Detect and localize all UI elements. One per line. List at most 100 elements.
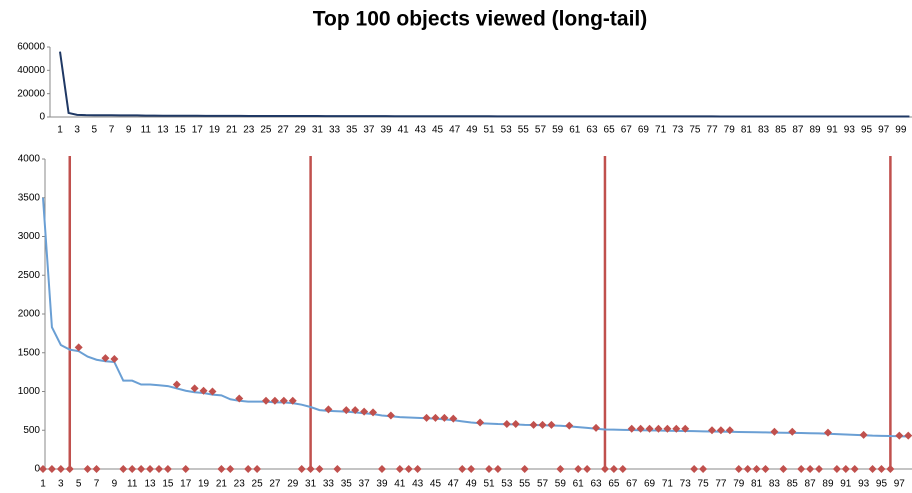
y-tick-label: 3000 (18, 231, 41, 242)
x-tick-label: 41 (398, 125, 410, 136)
x-tick-label: 53 (501, 125, 513, 136)
data-point (743, 465, 752, 473)
data-point (708, 426, 716, 435)
x-tick-label: 61 (569, 125, 581, 136)
y-tick-label: 40000 (17, 65, 45, 76)
x-tick-label: 57 (535, 125, 547, 136)
data-point (841, 465, 850, 473)
data-point (137, 465, 146, 473)
x-tick-label: 25 (260, 125, 272, 136)
y-tick-label: 4000 (18, 154, 41, 165)
x-tick-label: 23 (234, 479, 246, 490)
data-point (788, 427, 797, 436)
x-tick-label: 5 (76, 479, 82, 490)
x-tick-label: 59 (552, 125, 564, 136)
y-tick-label: 20000 (17, 88, 45, 99)
x-tick-label: 85 (787, 479, 799, 490)
x-tick-label: 13 (157, 125, 169, 136)
x-tick-label: 29 (287, 479, 299, 490)
data-point (752, 465, 761, 473)
x-tick-label: 63 (586, 125, 598, 136)
x-tick-label: 37 (363, 125, 375, 136)
x-tick-label: 19 (209, 125, 221, 136)
x-tick-label: 47 (448, 479, 460, 490)
data-point (699, 465, 708, 473)
data-point (190, 384, 199, 393)
x-tick-label: 93 (858, 479, 870, 490)
x-tick-label: 5 (92, 125, 98, 136)
data-point (404, 465, 413, 473)
data-point (823, 428, 832, 437)
data-point (556, 465, 565, 473)
x-tick-label: 97 (878, 125, 890, 136)
x-tick-label: 81 (741, 125, 753, 136)
x-tick-label: 69 (644, 479, 656, 490)
x-tick-label: 41 (394, 479, 406, 490)
data-point (618, 465, 627, 473)
x-tick-label: 91 (827, 125, 839, 136)
data-point (645, 424, 654, 433)
x-tick-label: 11 (127, 479, 138, 490)
data-point (47, 465, 56, 473)
data-point (609, 465, 618, 473)
data-point (681, 424, 690, 433)
y-tick-label: 2500 (18, 270, 41, 281)
data-point (351, 406, 360, 415)
x-tick-label: 33 (323, 479, 335, 490)
series-line (42, 197, 909, 438)
data-point (146, 465, 155, 473)
data-point (779, 465, 788, 473)
data-point (476, 418, 485, 427)
y-tick-label: 0 (39, 112, 45, 123)
x-tick-label: 21 (216, 479, 228, 490)
data-point (467, 465, 476, 473)
data-point (725, 426, 734, 435)
data-point (235, 394, 244, 403)
data-point (458, 465, 467, 473)
data-point (288, 396, 297, 405)
data-point (806, 465, 815, 473)
data-point (154, 465, 163, 473)
data-point (770, 427, 779, 436)
x-tick-label: 57 (537, 479, 549, 490)
x-tick-label: 83 (758, 125, 770, 136)
x-tick-label: 13 (144, 479, 156, 490)
x-tick-label: 51 (483, 479, 495, 490)
x-tick-label: 55 (519, 479, 531, 490)
y-tick-label: 1000 (18, 386, 41, 397)
data-point (627, 424, 636, 433)
data-point (324, 405, 333, 414)
data-point (574, 465, 583, 473)
x-tick-label: 87 (805, 479, 817, 490)
x-tick-label: 71 (662, 479, 674, 490)
x-tick-label: 9 (126, 125, 132, 136)
x-tick-label: 27 (269, 479, 281, 490)
data-point (172, 380, 181, 389)
data-point (262, 396, 270, 405)
x-tick-label: 75 (698, 479, 710, 490)
data-point (119, 465, 128, 473)
y-tick-label: 60000 (17, 42, 45, 53)
data-point (485, 465, 493, 473)
data-point (279, 396, 288, 405)
x-tick-label: 3 (58, 479, 64, 490)
x-tick-label: 39 (376, 479, 388, 490)
data-point (83, 465, 92, 473)
data-point (101, 354, 110, 363)
data-point (538, 420, 547, 429)
x-tick-label: 9 (112, 479, 118, 490)
x-tick-label: 15 (162, 479, 174, 490)
data-point (226, 465, 235, 473)
x-tick-label: 55 (518, 125, 530, 136)
data-point (270, 396, 279, 405)
data-point (877, 465, 886, 473)
x-tick-label: 77 (707, 125, 719, 136)
data-point (565, 421, 574, 430)
data-point (333, 465, 342, 473)
data-point (244, 465, 253, 473)
y-tick-label: 3500 (18, 192, 41, 203)
data-point (850, 465, 859, 473)
x-tick-label: 37 (359, 479, 371, 490)
x-tick-label: 7 (94, 479, 100, 490)
x-tick-label: 53 (501, 479, 513, 490)
